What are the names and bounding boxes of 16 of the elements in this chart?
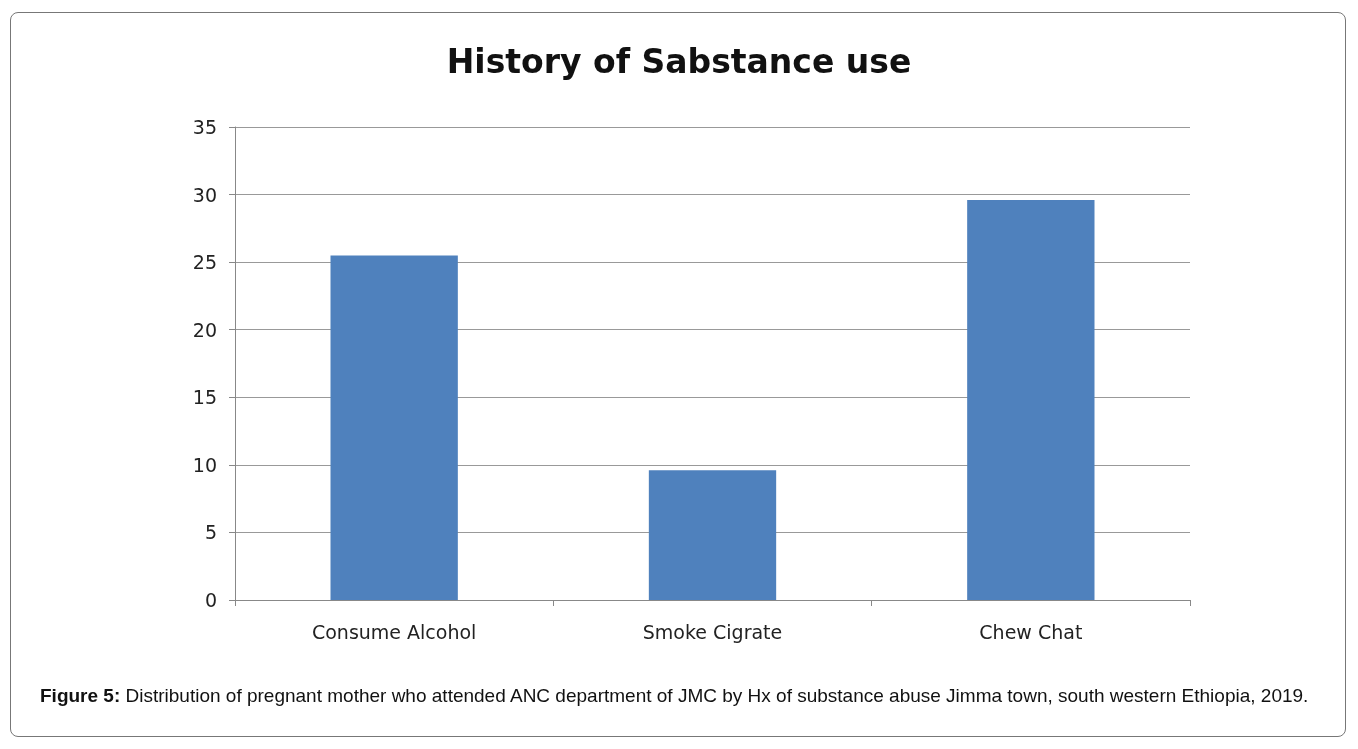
bar [648, 470, 777, 600]
y-tick-label: 5 [204, 521, 217, 544]
y-tick-label: 20 [192, 318, 217, 341]
caption: Figure 5: Distribution of pregnant mother who attended ANC department of JMC by Hx of substance abuse Jimma town, south western Ethiopia, 2019. [40, 684, 1310, 708]
y-tick-label: 10 [192, 453, 217, 476]
y-tick-label: 15 [192, 386, 217, 409]
y-tick-label: 0 [204, 589, 217, 611]
x-tick-label: Smoke Cigrate [642, 620, 783, 643]
x-tick-label: Consume Alcohol [311, 620, 477, 643]
y-tick-label: 30 [192, 183, 217, 206]
bar [967, 199, 1095, 600]
x-tick-label: Chew Chat [979, 620, 1083, 643]
y-tick-label: 25 [192, 251, 217, 274]
y-tick-label: 35 [192, 116, 217, 138]
bar [330, 255, 458, 600]
chart-title: History of Sabstance use [446, 42, 912, 81]
